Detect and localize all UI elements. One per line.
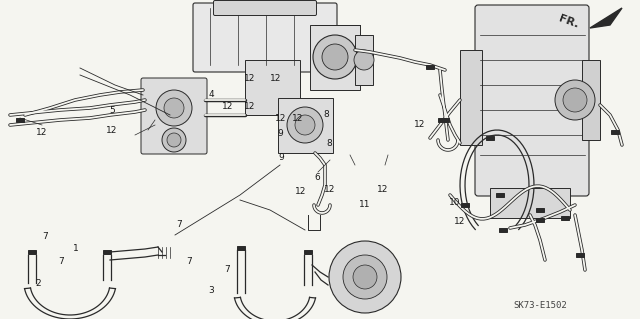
Bar	[304, 250, 312, 254]
Polygon shape	[590, 8, 622, 28]
Text: 12: 12	[295, 187, 307, 196]
Bar	[611, 130, 619, 134]
Bar	[460, 50, 482, 145]
Text: 12: 12	[324, 185, 335, 194]
Bar	[355, 35, 373, 85]
Bar	[582, 60, 600, 140]
Circle shape	[313, 35, 357, 79]
Text: 12: 12	[221, 102, 233, 111]
Text: 12: 12	[377, 185, 388, 194]
Bar	[310, 25, 360, 90]
Circle shape	[156, 90, 192, 126]
Bar	[486, 136, 493, 140]
FancyBboxPatch shape	[193, 3, 337, 72]
Bar	[461, 203, 468, 207]
Text: 9: 9	[278, 130, 283, 138]
Bar	[496, 193, 504, 197]
Text: 8: 8	[327, 139, 332, 148]
Bar	[536, 218, 544, 222]
Text: 7: 7	[186, 257, 191, 266]
Text: 9: 9	[279, 153, 284, 162]
Text: 5: 5	[109, 106, 115, 115]
Text: 12: 12	[36, 128, 47, 137]
Bar	[28, 250, 36, 254]
Bar	[576, 253, 584, 257]
Text: 7: 7	[177, 220, 182, 229]
Text: 2: 2	[36, 279, 41, 288]
Text: 3: 3	[209, 286, 214, 295]
Text: FR.: FR.	[557, 14, 580, 30]
Bar	[490, 188, 570, 218]
FancyBboxPatch shape	[475, 5, 589, 196]
Circle shape	[329, 241, 401, 313]
Circle shape	[162, 128, 186, 152]
Text: 8: 8	[324, 110, 329, 119]
Bar	[16, 118, 24, 122]
Bar	[278, 98, 333, 153]
Text: 12: 12	[244, 74, 255, 83]
Text: 12: 12	[292, 114, 303, 122]
Circle shape	[353, 265, 377, 289]
Text: 7: 7	[225, 265, 230, 274]
Text: 12: 12	[454, 217, 465, 226]
Bar	[438, 118, 445, 122]
Circle shape	[563, 88, 587, 112]
FancyBboxPatch shape	[214, 1, 317, 16]
Circle shape	[354, 50, 374, 70]
Text: 11: 11	[359, 200, 371, 209]
Bar	[561, 216, 569, 220]
Circle shape	[295, 115, 315, 135]
Bar	[441, 118, 449, 122]
Bar	[536, 208, 544, 212]
Text: 12: 12	[106, 126, 118, 135]
Bar	[103, 250, 111, 254]
Text: 7: 7	[58, 257, 63, 266]
Text: 12: 12	[275, 114, 286, 122]
Text: 1: 1	[73, 244, 78, 253]
Text: 10: 10	[449, 198, 460, 207]
Text: 12: 12	[269, 74, 281, 83]
Text: SK73-E1502: SK73-E1502	[513, 300, 567, 309]
Bar	[245, 60, 300, 115]
Circle shape	[343, 255, 387, 299]
Circle shape	[555, 80, 595, 120]
Text: 6: 6	[314, 173, 319, 182]
Bar	[426, 65, 434, 69]
Bar	[237, 246, 244, 250]
Circle shape	[287, 107, 323, 143]
Text: 12: 12	[413, 120, 425, 129]
Circle shape	[167, 133, 181, 147]
FancyBboxPatch shape	[141, 78, 207, 154]
Bar	[499, 228, 507, 232]
Text: 4: 4	[209, 90, 214, 99]
Text: 12: 12	[244, 102, 255, 111]
Circle shape	[322, 44, 348, 70]
Circle shape	[164, 98, 184, 118]
Text: 7: 7	[42, 232, 47, 241]
